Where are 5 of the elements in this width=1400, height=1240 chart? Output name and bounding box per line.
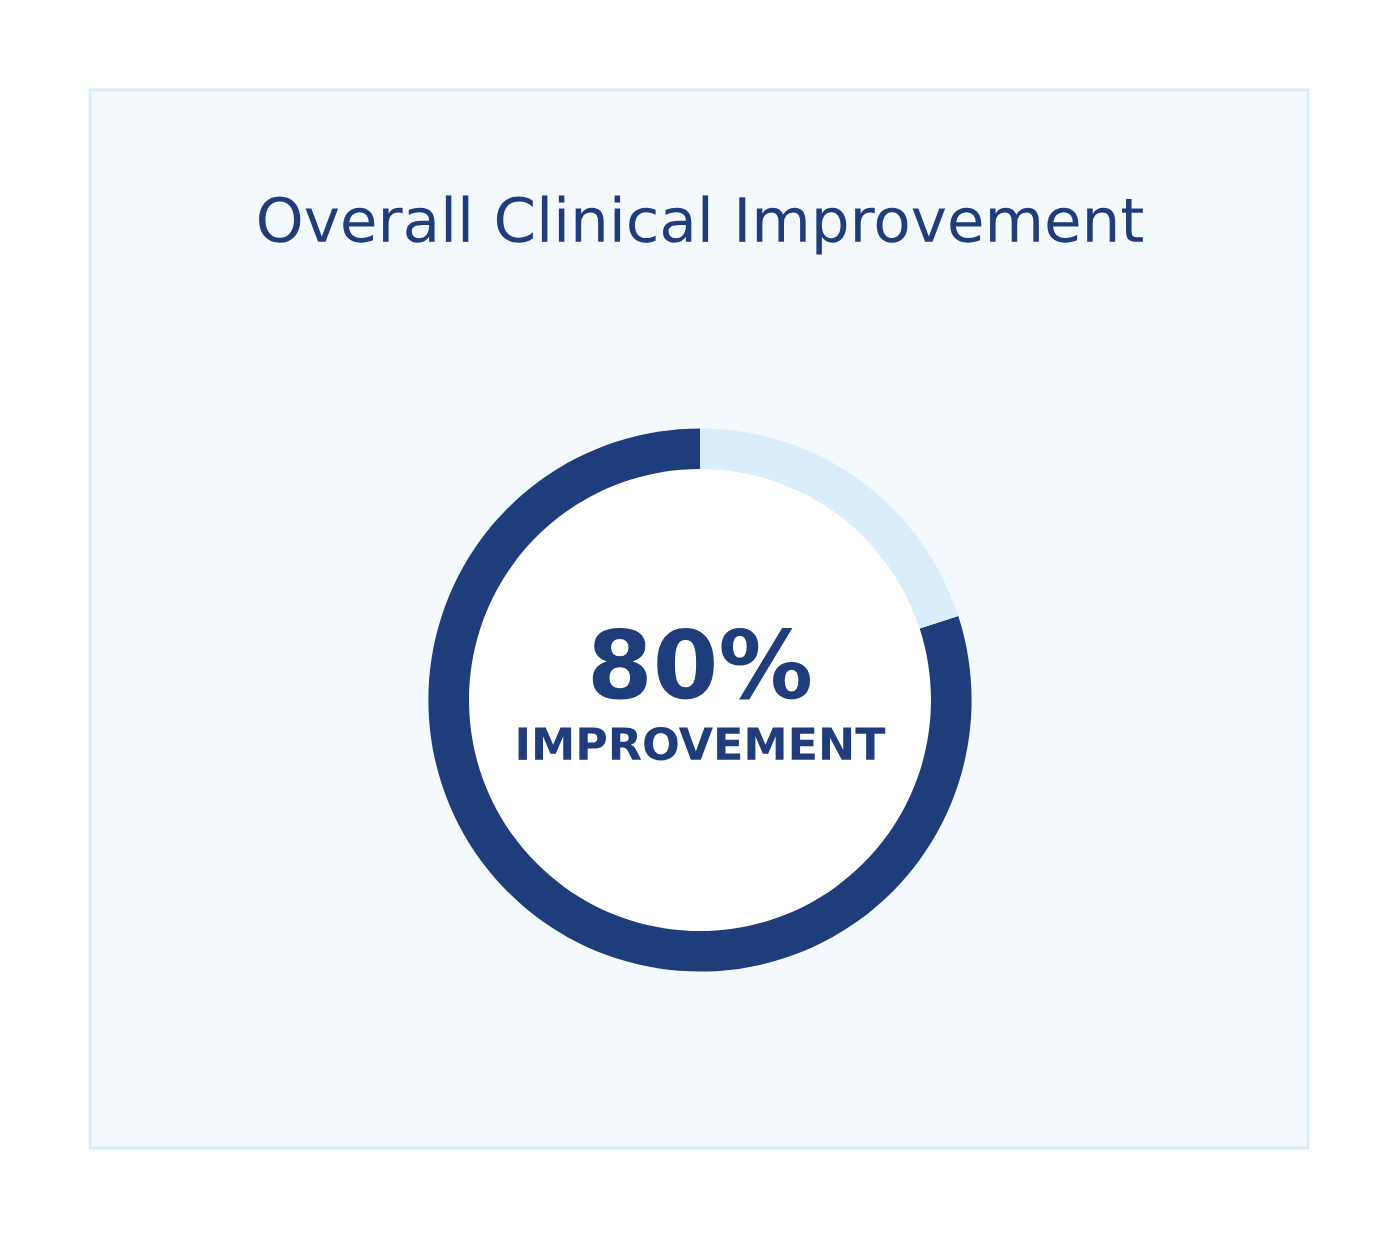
donut-slice: [700, 428, 959, 629]
data-label: 80%: [592, 627, 811, 700]
chart-title: Overall Clinical Improvement: [259, 195, 1143, 255]
donut-slice: [428, 428, 972, 972]
text: IMPROVEMENT: [518, 726, 886, 761]
